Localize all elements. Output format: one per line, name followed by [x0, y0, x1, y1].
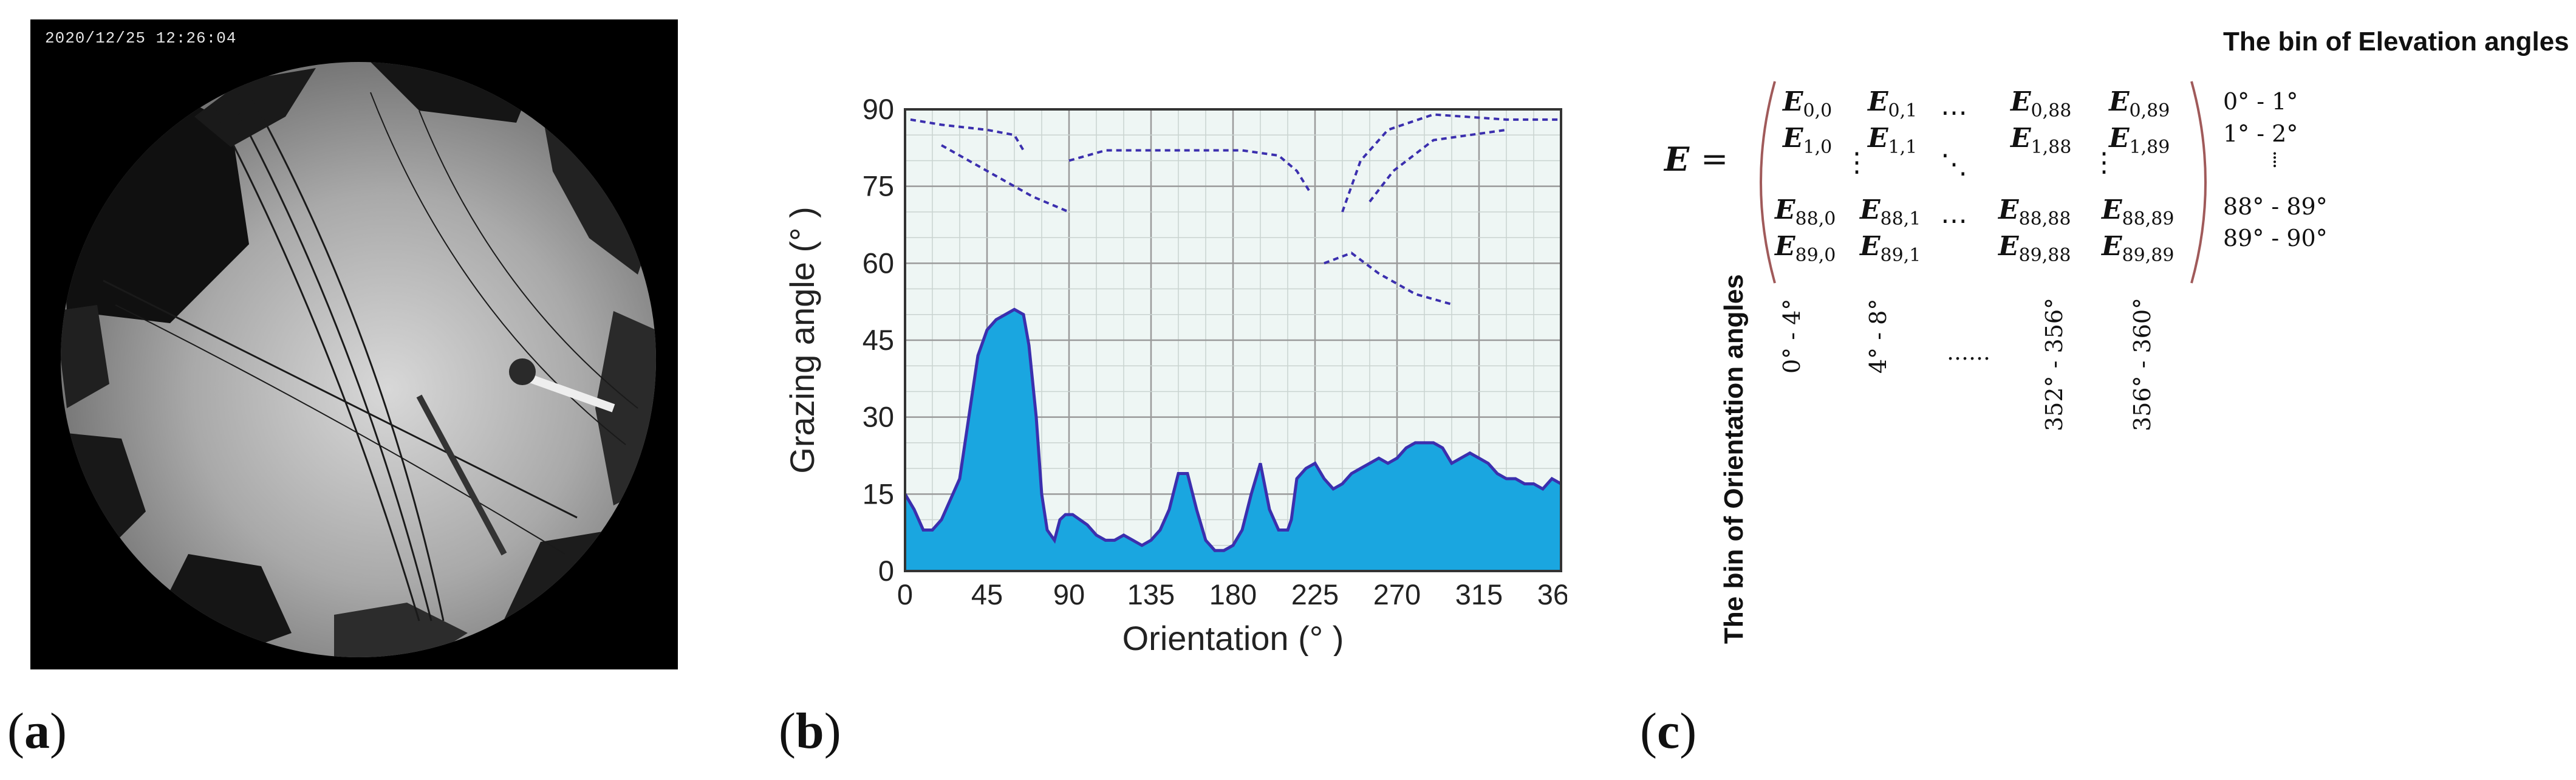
elevation-bin-label: 0° - 1°	[2223, 88, 2298, 115]
vertical-ellipsis: ⋮	[2091, 147, 2117, 178]
plot-frame	[904, 108, 1562, 572]
orientation-bin-label: 356° - 360°	[2129, 297, 2156, 431]
fisheye-photo: 2020/12/25 12:26:04	[30, 19, 678, 669]
matrix-cell: E1,1	[1868, 123, 1918, 158]
elevation-bin-label: 89° - 90°	[2223, 225, 2328, 251]
orientation-bins-title: The bin of Orientation angles	[1719, 274, 1749, 644]
elevation-bin-label: 88° - 89°	[2223, 193, 2328, 220]
matrix-cell: E0,89	[2109, 86, 2170, 121]
elevation-orientation-matrix: The bin of Elevation angles E = E0,0 E0,…	[1640, 18, 2569, 662]
orientation-bin-label: 0° - 4°	[1778, 298, 1805, 374]
equals-sign: =	[1701, 140, 1729, 178]
elevation-bins-title: The bin of Elevation angles	[2223, 27, 2569, 56]
x-tick-label: 45	[971, 578, 1003, 611]
matrix-cell: E89,1	[1860, 231, 1921, 266]
matrix-cell: E0,1	[1868, 86, 1918, 121]
vertical-ellipsis: ⋮	[1843, 147, 1870, 178]
sky-obstruction-arcs	[910, 113, 1561, 306]
y-tick-label: 15	[863, 477, 894, 510]
y-tick-label: 90	[863, 93, 894, 125]
grazing-angle-chart: 0 45 90 135 180 225 270 315 360 0 15 30 45 60 75 90 Or…	[783, 93, 1567, 656]
y-tick-labels: 0 15 30 45 60 75 90	[863, 93, 894, 587]
obstruction-area	[905, 309, 1561, 571]
photo-timestamp: 2020/12/25 12:26:04	[45, 29, 237, 47]
matrix-cell: E88,0	[1775, 194, 1836, 230]
matrix-cell: E1,89	[2109, 123, 2170, 158]
y-tick-label: 75	[863, 170, 894, 202]
matrix-cell: E88,88	[1998, 194, 2071, 230]
x-tick-label: 360	[1537, 578, 1567, 611]
y-tick-label: 45	[863, 324, 894, 356]
panel-label-b: (b)	[779, 703, 841, 759]
y-axis-title: Grazing angle (° )	[783, 207, 821, 473]
elevation-bin-label: 1° - 2°	[2223, 120, 2298, 147]
y-tick-label: 60	[863, 247, 894, 279]
matrix-cell: E1,88	[2011, 123, 2072, 158]
horizontal-ellipsis: ⋯	[1941, 97, 1967, 128]
right-parenthesis	[2190, 81, 2207, 284]
matrix-cell: E0,88	[2011, 86, 2072, 121]
x-tick-label: 270	[1373, 578, 1421, 611]
panel-label-c: (c)	[1640, 703, 1697, 759]
x-tick-label: 90	[1053, 578, 1085, 611]
matrix-cell: E88,1	[1860, 194, 1921, 230]
x-tick-label: 225	[1291, 578, 1339, 611]
matrix-cell: E89,88	[1998, 231, 2071, 266]
left-parenthesis	[1760, 81, 1776, 284]
matrix-cell: E88,89	[2102, 194, 2175, 230]
x-tick-label: 315	[1455, 578, 1503, 611]
orientation-bin-label: 352° - 356°	[2041, 297, 2068, 431]
y-tick-label: 30	[863, 401, 894, 433]
matrix-symbol: E	[1664, 140, 1690, 179]
x-tick-label: 0	[897, 578, 913, 611]
x-tick-labels: 0 45 90 135 180 225 270 315 360	[897, 578, 1567, 611]
matrix-cell: E89,0	[1775, 231, 1836, 266]
matrix-cell: E0,0	[1783, 86, 1833, 121]
elevation-bin-ellipsis: ⁞	[2272, 148, 2278, 173]
matrix-cell: E1,0	[1783, 123, 1833, 158]
x-axis-title: Orientation (° )	[1122, 619, 1344, 656]
orientation-bin-ellipsis: ……	[1947, 340, 1990, 365]
matrix-cell: E89,89	[2102, 231, 2175, 266]
diagonal-ellipsis: ⋱	[1941, 149, 1967, 180]
orientation-bin-label: 4° - 8°	[1865, 298, 1891, 374]
horizontal-ellipsis: ⋯	[1941, 205, 1967, 236]
y-tick-label: 0	[878, 555, 894, 587]
x-tick-label: 180	[1209, 578, 1257, 611]
x-tick-label: 135	[1127, 578, 1175, 611]
panel-label-a: (a)	[7, 703, 67, 759]
obstruction-outline	[903, 307, 1562, 552]
fisheye-image	[61, 62, 656, 657]
